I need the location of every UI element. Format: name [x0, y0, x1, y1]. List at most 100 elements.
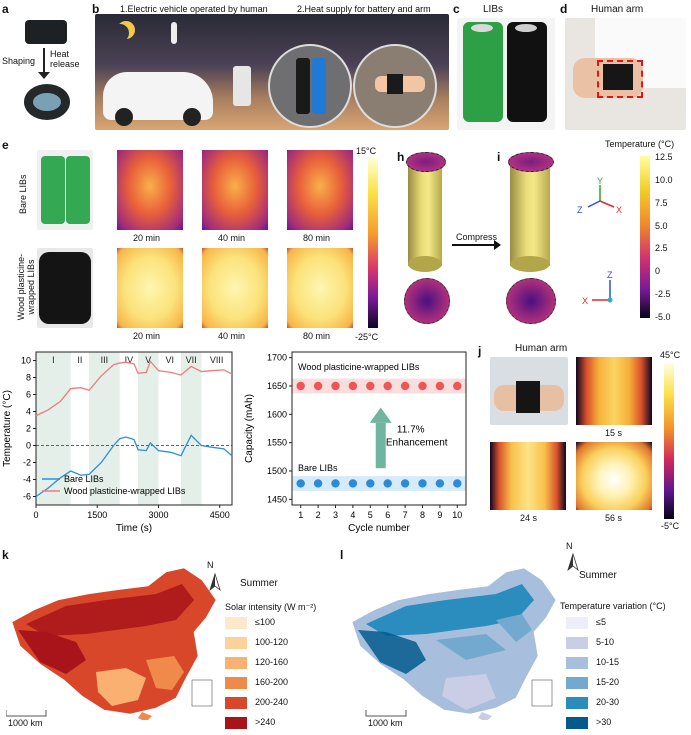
panel-label-c: c — [453, 2, 460, 16]
x-tick-label-g: 6 — [385, 510, 390, 520]
axis-triad-1: Y Z X — [577, 176, 622, 215]
thermometer-icon — [171, 22, 177, 44]
point-bare — [453, 479, 462, 488]
cylinder-i-top — [508, 152, 554, 172]
arm-time-3: 56 s — [605, 513, 623, 523]
point-bare — [296, 479, 305, 488]
thermal-bare-40min — [202, 150, 268, 230]
panel-label-d: d — [560, 2, 568, 16]
arm-time-1: 15 s — [605, 428, 623, 438]
stage-band — [180, 352, 202, 505]
legend-label-f: Bare LIBs — [64, 474, 104, 484]
point-bare — [400, 479, 410, 488]
panel-label-h: h — [397, 150, 405, 164]
y-tick-label-f: 4 — [26, 407, 31, 417]
thermal-bare-80min — [287, 150, 353, 230]
solar-legend-swatch — [225, 637, 247, 649]
point-wrapped — [296, 381, 305, 391]
season-label-l: Summer — [579, 570, 617, 581]
enhancement-arrow — [375, 422, 386, 469]
solar-legend-label: ≤100 — [255, 617, 275, 627]
row-label-wrapped: Wood plasticine-wrapped LIBs — [16, 253, 36, 321]
libs-photo — [457, 18, 555, 130]
panel-label-j: j — [478, 344, 482, 358]
cylinder-i — [510, 160, 550, 266]
x-axis-label-f: Time (s) — [116, 523, 152, 534]
axis-triad-2: Z X — [582, 270, 613, 306]
solar-legend-label: 200-240 — [255, 697, 289, 707]
arm-circle — [353, 44, 437, 128]
panel-label-l: l — [340, 548, 344, 562]
colorbar-i-tick: 7.5 — [655, 197, 668, 208]
svg-text:Y: Y — [597, 176, 603, 186]
point-wrapped — [366, 381, 375, 391]
stage-label: I — [52, 355, 55, 365]
x-tick-label-f: 0 — [33, 510, 38, 520]
svg-text:X: X — [582, 296, 588, 306]
season-label-k: Summer — [240, 578, 278, 589]
x-tick-label-g: 10 — [452, 510, 462, 520]
time-label-6: 80 min — [303, 331, 331, 341]
series-line-bare — [35, 434, 233, 498]
scale-bar-k: 1000 km — [8, 718, 43, 728]
row-label-bare: Bare LIBs — [18, 174, 28, 214]
wrapped-libs-photo — [37, 248, 93, 328]
bare-libs-photo — [37, 150, 93, 230]
arm-j-photo — [490, 357, 568, 425]
point-wrapped — [400, 381, 410, 391]
panel-label-a: a — [2, 2, 9, 16]
y-tick-label-g: 1600 — [267, 409, 287, 419]
x-tick-label-g: 7 — [403, 510, 408, 520]
panel-label-i: i — [497, 150, 501, 164]
tempvar-legend-label: 5-10 — [596, 637, 615, 647]
cylinder-h — [408, 160, 442, 266]
colorbar-j — [664, 363, 674, 519]
y-tick-label-f: 6 — [26, 390, 31, 400]
stage-label: V — [145, 355, 151, 365]
solar-legend-swatch — [225, 617, 247, 629]
thermal-wrapped-20min — [117, 248, 183, 328]
colorbar-i-tick: -2.5 — [655, 289, 671, 300]
time-label-4: 20 min — [133, 331, 161, 341]
stage-band — [89, 352, 120, 505]
tempvar-legend-swatch — [566, 657, 588, 669]
x-tick-label-g: 5 — [368, 510, 373, 520]
x-tick-label-g: 2 — [316, 510, 321, 520]
stage-label: II — [77, 355, 82, 365]
libs-title: LIBs — [483, 4, 504, 15]
point-bare — [435, 479, 445, 488]
cross-section-h — [404, 278, 450, 324]
compress-arrow — [452, 244, 496, 246]
enhancement-arrowhead — [369, 407, 392, 423]
human-arm-j-title: Human arm — [515, 343, 568, 354]
series-label-g: Bare LIBs — [298, 463, 338, 473]
human-arm-title: Human arm — [591, 4, 644, 15]
plot-frame-g — [291, 351, 467, 506]
colorbar-i-tick: -5.0 — [655, 312, 671, 322]
time-label-1: 20 min — [133, 233, 161, 243]
stage-label: VII — [186, 355, 197, 365]
colorbar-i-tick: 2.5 — [655, 243, 668, 254]
north-arrow-l-icon — [567, 552, 579, 572]
stage-label: VI — [165, 355, 174, 365]
colorbar-i-tick: 5.0 — [655, 220, 668, 231]
stage-label: IV — [125, 355, 134, 365]
point-wrapped — [418, 381, 427, 391]
north-arrow-k-icon — [209, 572, 221, 592]
y-tick-label-g: 1550 — [267, 438, 287, 448]
thermal-arm-15s — [576, 357, 652, 425]
enhancement-percent: 11.7% — [397, 424, 425, 435]
panel-label-b: b — [92, 2, 100, 16]
point-bare — [331, 479, 340, 488]
map-temperature-variation — [351, 567, 557, 720]
stage-band — [138, 352, 159, 505]
time-label-2: 40 min — [218, 233, 246, 243]
point-wrapped — [348, 381, 358, 391]
solar-legend-swatch — [225, 657, 247, 669]
x-tick-label-g: 3 — [333, 510, 338, 520]
plasticine-slab-image — [25, 20, 67, 44]
x-tick-label-g: 1 — [298, 510, 303, 520]
plasticine-ring-image — [24, 84, 70, 120]
point-wrapped — [331, 381, 340, 391]
point-wrapped — [383, 381, 392, 391]
